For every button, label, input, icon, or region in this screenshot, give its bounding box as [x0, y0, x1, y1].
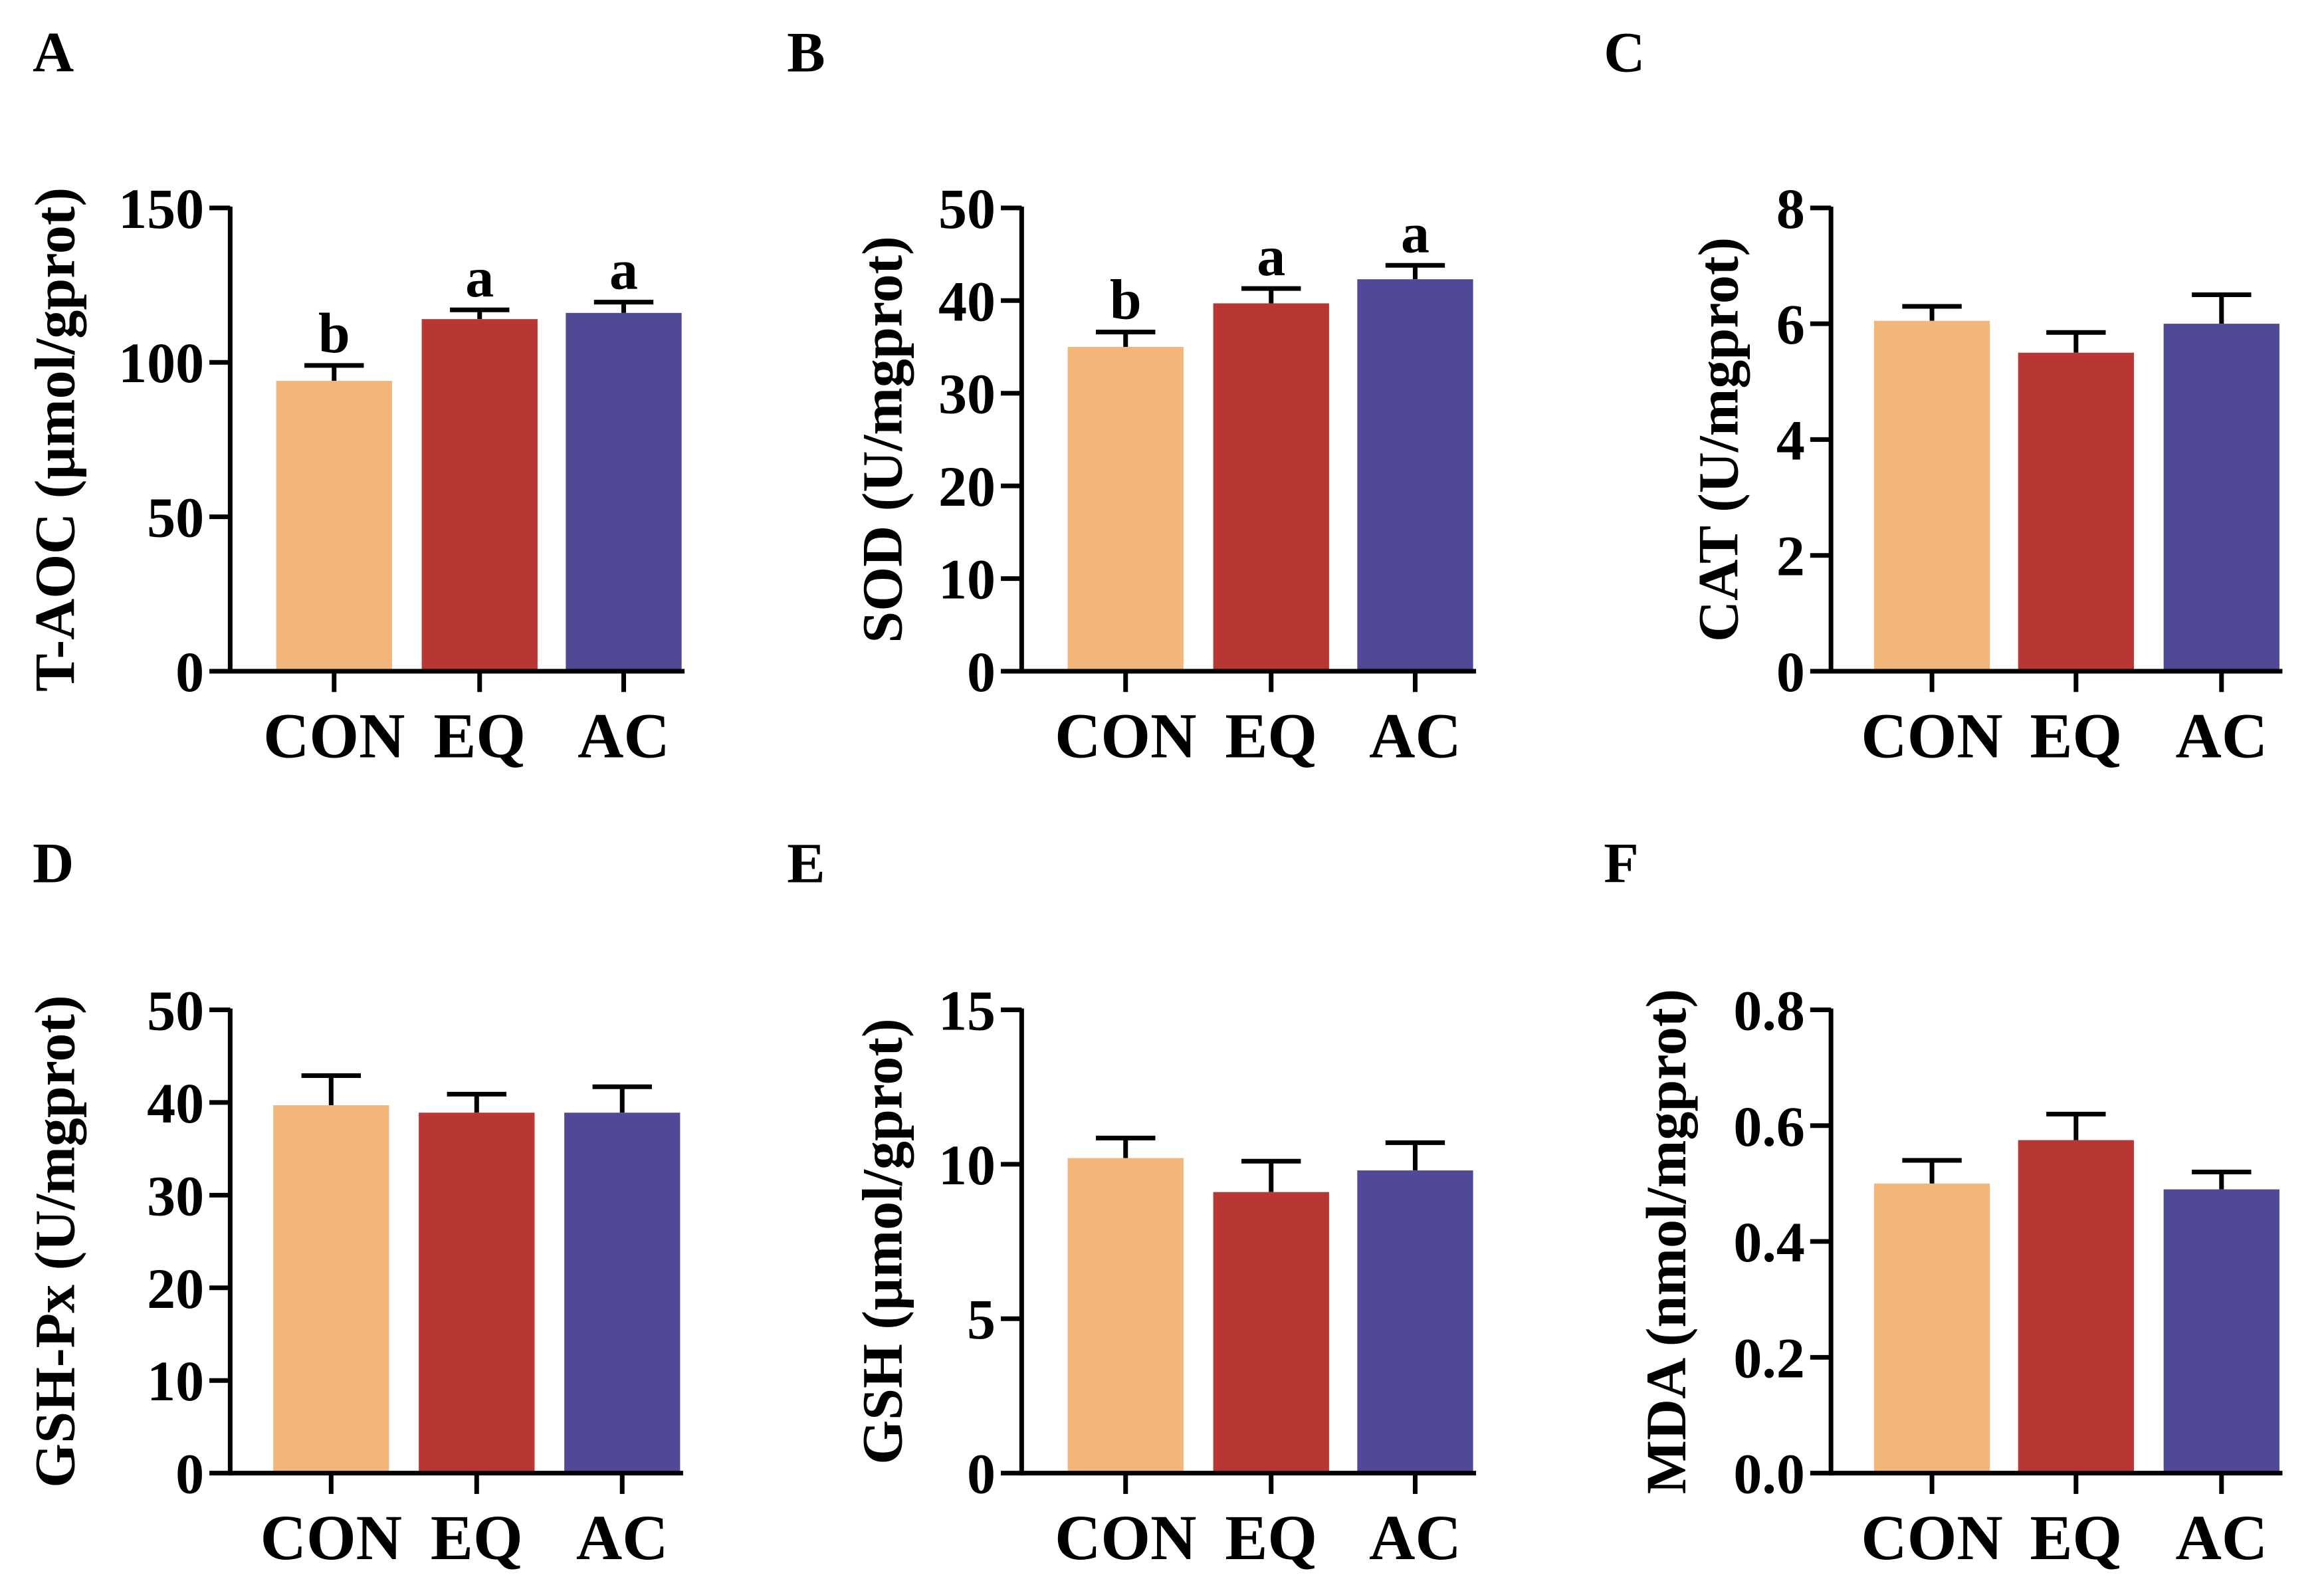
- y-tick-label: 50: [147, 978, 204, 1042]
- y-tick-label: 100: [118, 331, 204, 395]
- category-label-eq: EQ: [1225, 700, 1317, 772]
- y-tick-label: 4: [1776, 408, 1805, 472]
- y-tick-label: 30: [938, 362, 996, 426]
- y-tick-label: 10: [147, 1349, 204, 1413]
- category-label-ac: AC: [1369, 1502, 1461, 1573]
- bar-eq: [2018, 352, 2134, 671]
- y-tick-label: 5: [967, 1287, 996, 1351]
- y-axis-title: T-AOC (µmol/gprot): [23, 187, 87, 692]
- significance-letter: a: [609, 238, 638, 302]
- category-label-ac: AC: [2175, 700, 2268, 772]
- bar-con: [1873, 1183, 1990, 1473]
- y-tick-label: 0: [175, 640, 204, 704]
- bar-eq: [1213, 303, 1329, 671]
- y-tick-label: 50: [938, 177, 996, 241]
- y-tick-label: 0.0: [1733, 1442, 1805, 1506]
- y-tick-label: 0: [967, 640, 996, 704]
- y-axis-title: SOD (U/mgprot): [850, 236, 914, 643]
- significance-letter: b: [1110, 268, 1142, 332]
- significance-letter: a: [465, 245, 494, 309]
- category-label-eq: EQ: [431, 1502, 523, 1573]
- y-tick-label: 0: [967, 1442, 996, 1506]
- bar-ac: [564, 1113, 681, 1473]
- panel-C: C CON EQ AC 0 2 4 6 8 CAT (U/mgprot): [1604, 20, 2283, 772]
- y-axis-title: CAT (U/mgprot): [1686, 237, 1750, 642]
- panel-F: F CON EQ AC 0.0 0.2 0.4 0.6 0.8 MDA (nmol/mgprot): [1604, 831, 2283, 1573]
- y-tick-label: 30: [147, 1164, 204, 1227]
- panel-E: E CON EQ AC 0 5 10 15 GSH (µmol/gprot): [787, 831, 1477, 1573]
- bar-eq: [419, 1113, 535, 1473]
- y-tick-label: 10: [938, 548, 996, 611]
- significance-letter: b: [318, 301, 350, 365]
- bar-ac: [2163, 1189, 2279, 1473]
- panel-letter: D: [33, 831, 74, 895]
- y-tick-label: 20: [938, 455, 996, 518]
- category-label-eq: EQ: [2030, 1502, 2122, 1573]
- y-tick-label: 15: [938, 978, 996, 1042]
- panel-letter: A: [33, 20, 74, 84]
- category-label-con: CON: [1861, 1502, 2002, 1573]
- category-label-con: CON: [261, 1502, 402, 1573]
- category-label-con: CON: [263, 700, 405, 772]
- panel-B: Bb CON a EQ a AC 0 10 20 30 40 50 SOD (U/mgprot): [787, 20, 1477, 772]
- y-tick-label: 150: [118, 177, 204, 241]
- bar-ac: [566, 312, 682, 671]
- bar-ac: [2163, 324, 2279, 671]
- bar-ac: [1357, 279, 1473, 671]
- y-tick-label: 0.4: [1733, 1210, 1805, 1274]
- y-axis-title: MDA (nmol/mgprot): [1634, 989, 1698, 1494]
- y-tick-label: 40: [938, 269, 996, 333]
- panel-letter: E: [787, 831, 825, 895]
- y-axis-title: GSH (µmol/gprot): [850, 1018, 914, 1464]
- bar-con: [1067, 1158, 1184, 1473]
- y-tick-label: 20: [147, 1257, 204, 1321]
- y-tick-label: 50: [147, 486, 204, 550]
- y-tick-label: 6: [1776, 292, 1805, 356]
- y-tick-label: 0.8: [1733, 978, 1805, 1042]
- y-tick-label: 0: [1776, 640, 1805, 704]
- y-axis-title: GSH-Px (U/mgprot): [23, 995, 87, 1487]
- panel-letter: C: [1604, 20, 1645, 84]
- category-label-eq: EQ: [1225, 1502, 1317, 1573]
- category-label-eq: EQ: [2030, 700, 2122, 772]
- category-label-ac: AC: [576, 1502, 669, 1573]
- panel-D: D CON EQ AC 0 10 20 30 40 50 GSH-Px (U/mgprot): [23, 831, 683, 1573]
- bar-eq: [2018, 1140, 2134, 1473]
- y-tick-label: 0.2: [1733, 1326, 1805, 1390]
- y-tick-label: 0.6: [1733, 1095, 1805, 1158]
- y-tick-label: 40: [147, 1071, 204, 1135]
- y-tick-label: 10: [938, 1133, 996, 1197]
- category-label-ac: AC: [1369, 700, 1461, 772]
- bar-con: [273, 1105, 389, 1473]
- y-tick-label: 8: [1776, 177, 1805, 241]
- category-label-con: CON: [1055, 1502, 1196, 1573]
- panel-letter: B: [787, 20, 825, 84]
- bar-eq: [1213, 1192, 1329, 1473]
- bar-con: [1067, 346, 1184, 671]
- category-label-con: CON: [1055, 700, 1196, 772]
- bar-con: [276, 381, 392, 671]
- panel-letter: F: [1604, 831, 1639, 895]
- category-label-eq: EQ: [433, 700, 526, 772]
- category-label-con: CON: [1861, 700, 2002, 772]
- significance-letter: a: [1257, 224, 1285, 288]
- y-tick-label: 2: [1776, 524, 1805, 588]
- category-label-ac: AC: [2175, 1502, 2268, 1573]
- panel-A: Ab CON a EQ a AC 0 50 100 150 T-AOC (µmol/gprot): [23, 20, 685, 772]
- y-tick-label: 0: [175, 1442, 204, 1506]
- bar-con: [1873, 320, 1990, 671]
- significance-letter: a: [1401, 201, 1429, 265]
- bar-ac: [1357, 1170, 1473, 1473]
- bar-eq: [421, 319, 538, 671]
- category-label-ac: AC: [578, 700, 670, 772]
